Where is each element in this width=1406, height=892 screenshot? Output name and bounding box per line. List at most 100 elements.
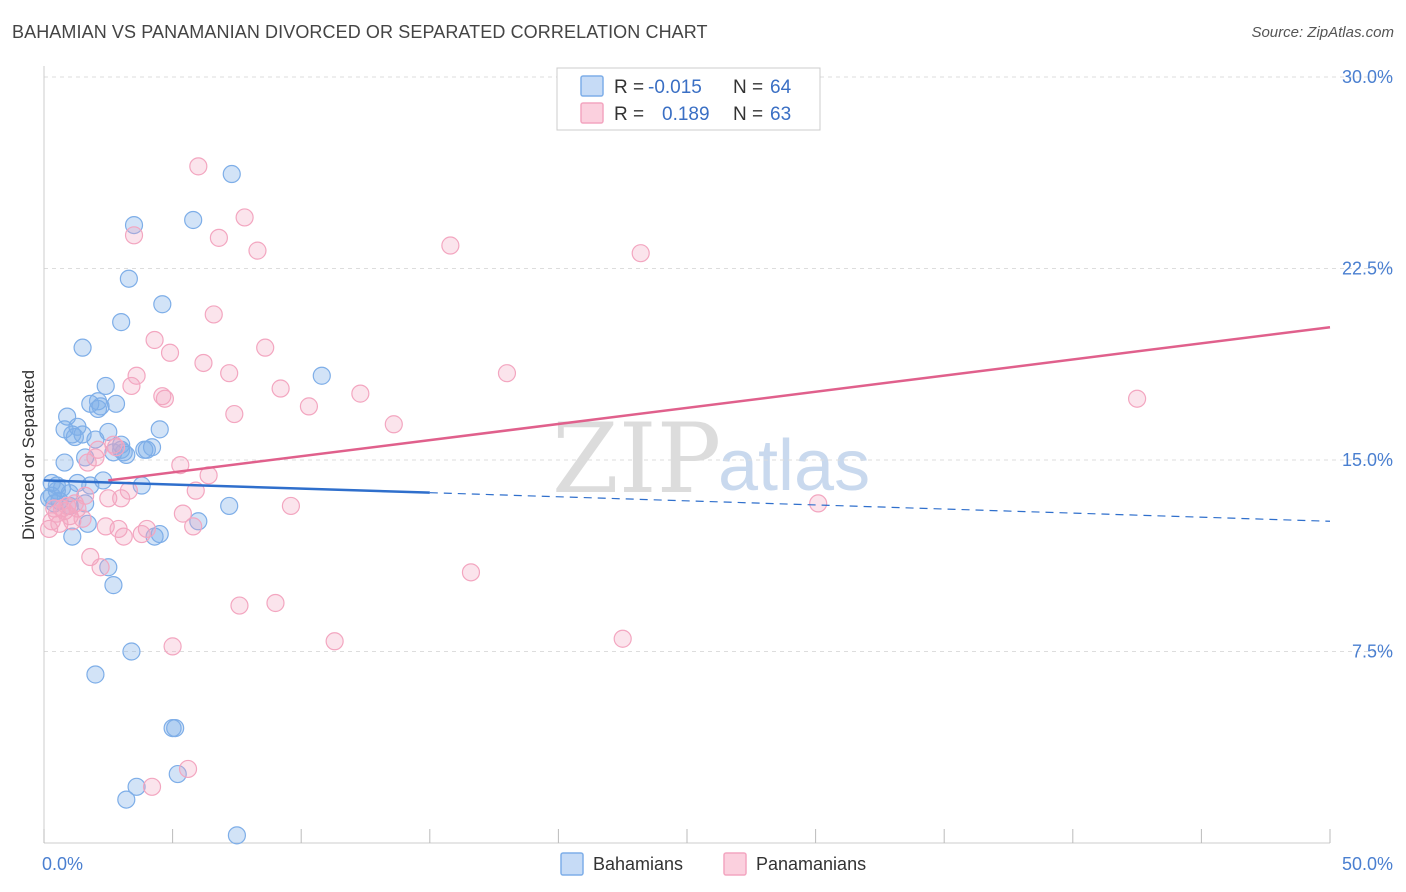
- bahamian-point: [63, 527, 82, 546]
- axis-layer: 7.5% 15.0% 22.5% 30.0%: [43, 66, 1393, 844]
- panamanian-point: [104, 435, 123, 454]
- bahamian-point: [119, 269, 138, 288]
- panamanian-point: [91, 558, 110, 577]
- bahamian-point: [153, 295, 172, 314]
- bahamian-point: [184, 210, 203, 230]
- bahamian-point: [166, 718, 185, 738]
- panamanian-point: [384, 415, 403, 434]
- bahamian-point: [106, 394, 126, 413]
- legend-r-label-1: R =: [614, 77, 644, 98]
- bahamian-point: [99, 558, 118, 577]
- grid-layer: [44, 76, 1393, 652]
- panamanian-point: [351, 384, 370, 403]
- bottom-legend-label-panamanians: Panamanians: [756, 854, 866, 874]
- points-layer: [40, 157, 1147, 845]
- panamanian-point: [73, 509, 92, 528]
- bahamian-point: [127, 777, 146, 796]
- legend-r-value-1: -0.015: [648, 77, 702, 98]
- panamanian-point: [220, 364, 239, 383]
- panamanian-point: [204, 305, 223, 324]
- bahamian-point: [150, 420, 169, 439]
- panamanian-point: [99, 489, 118, 508]
- panamanian-trend-line: [108, 325, 1331, 482]
- legend-r-label-2: R =: [614, 104, 644, 125]
- bahamian-point: [104, 576, 123, 595]
- panamanian-point: [189, 157, 208, 176]
- legend-n-value-1: 64: [770, 77, 792, 98]
- bahamian-point: [168, 764, 187, 784]
- bahamian-point: [222, 164, 241, 184]
- correlation-legend: R = -0.015 N = 64 R = 0.189 N = 63: [556, 67, 821, 131]
- panamanian-point: [281, 496, 301, 516]
- panamanian-point: [194, 353, 213, 373]
- bahamian-point: [117, 445, 136, 464]
- y-tick-label: 7.5%: [1352, 642, 1393, 662]
- trend-layer: [43, 325, 1331, 522]
- bahamian-point: [112, 313, 131, 332]
- panamanian-point: [184, 517, 203, 536]
- panamanian-point: [178, 759, 198, 779]
- x-tick-label-min: 0.0%: [42, 854, 83, 874]
- bahamian-point: [137, 440, 156, 459]
- panamanian-point: [142, 777, 162, 796]
- panamanian-point: [122, 376, 141, 396]
- bahamian-point: [124, 215, 144, 235]
- panamanian-point: [235, 208, 254, 227]
- legend-r-value-2: 0.189: [662, 104, 710, 125]
- y-axis-label: Divorced or Separated: [19, 370, 38, 540]
- panamanian-point: [106, 438, 126, 457]
- bahamian-point: [73, 338, 92, 357]
- bahamian-point: [312, 366, 331, 385]
- bahamian-point: [88, 392, 108, 411]
- bahamian-point: [112, 435, 131, 454]
- bahamian-point: [86, 665, 105, 684]
- bottom-legend-swatch-panamanians: [723, 852, 747, 876]
- panamanian-point: [230, 596, 249, 615]
- panamanian-point: [248, 241, 267, 260]
- bottom-legend-label-bahamians: Bahamians: [593, 854, 683, 874]
- legend-n-label-1: N =: [733, 77, 763, 98]
- legend-swatch-bahamians: [580, 75, 604, 97]
- panamanian-point: [171, 456, 190, 475]
- panamanian-point: [271, 379, 290, 398]
- bahamian-point: [220, 496, 239, 516]
- bahamian-point: [88, 399, 108, 419]
- bahamian-point: [142, 438, 162, 457]
- panamanian-point: [163, 637, 182, 656]
- panamanian-point: [299, 397, 319, 416]
- bahamian-trend-line: [43, 479, 430, 494]
- panamanian-point: [112, 489, 131, 508]
- bahamian-point: [227, 826, 246, 845]
- panamanian-point: [114, 527, 133, 546]
- panamanian-point: [256, 338, 275, 357]
- panamanian-point: [145, 330, 164, 350]
- panamanian-point: [461, 563, 481, 582]
- panamanian-point: [132, 524, 151, 544]
- panamanian-point: [153, 387, 172, 406]
- legend-n-value-2: 63: [770, 104, 791, 125]
- panamanian-point: [160, 343, 180, 362]
- panamanian-point: [65, 494, 84, 513]
- bahamian-point: [55, 453, 74, 472]
- panamanian-point: [173, 504, 192, 523]
- panamanian-point: [266, 593, 285, 613]
- series-legend: Bahamians Panamanians: [560, 852, 866, 876]
- panamanian-point: [225, 404, 244, 424]
- watermark-atlas: atlas: [718, 426, 870, 506]
- panamanian-point: [76, 486, 95, 505]
- panamanian-point: [631, 244, 650, 263]
- legend-swatch-panamanians: [580, 102, 604, 124]
- panamanian-point: [119, 481, 138, 500]
- y-tick-label: 15.0%: [1342, 450, 1393, 470]
- bottom-legend-swatch-bahamians: [560, 852, 584, 876]
- panamanian-point: [127, 366, 146, 385]
- bahamian-point: [189, 512, 208, 531]
- legend-n-label-2: N =: [733, 104, 763, 125]
- panamanian-point: [124, 226, 144, 245]
- chart-source: Source: ZipAtlas.com: [1251, 24, 1394, 41]
- panamanian-point: [137, 519, 156, 539]
- bahamian-point: [117, 790, 136, 809]
- panamanian-point: [809, 494, 828, 513]
- bahamian-trend-line-extension: [429, 492, 1331, 522]
